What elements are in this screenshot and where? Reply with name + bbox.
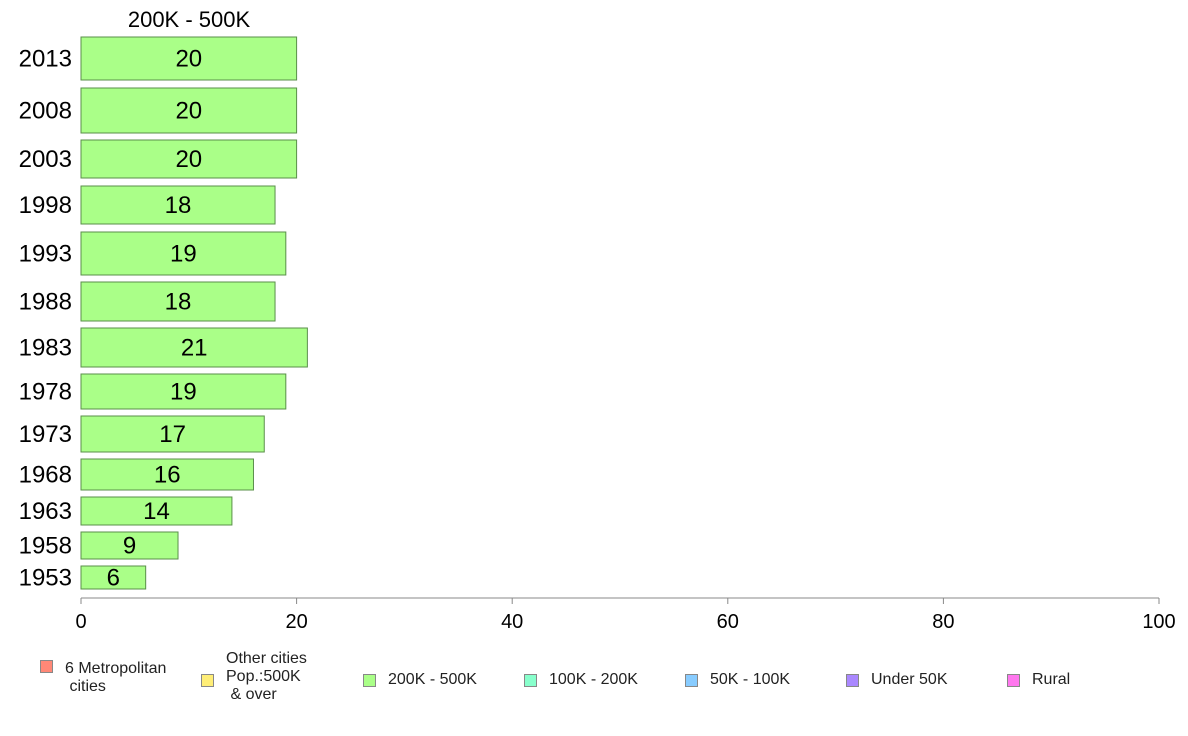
- legend-label: 100K - 200K: [549, 671, 638, 688]
- category-label: 1973: [19, 421, 72, 448]
- category-label: 1988: [19, 289, 72, 316]
- bars-group: 20 2013 20 2008 20 2003 18 1998 19 1993 18 1988 21 19…: [19, 36, 308, 592]
- category-label: 1958: [19, 533, 72, 560]
- bar-value-label: 20: [175, 98, 202, 125]
- legend-swatch: [1007, 674, 1020, 687]
- bar-value-label: 6: [107, 565, 120, 592]
- bar: [80, 36, 298, 81]
- legend-item-100k-200k: 100K - 200K: [524, 671, 638, 689]
- category-label: 2013: [19, 46, 72, 73]
- legend-swatch: [846, 674, 859, 687]
- bar-value-label: 21: [181, 335, 208, 362]
- category-label: 1978: [19, 379, 72, 406]
- legend-label: 50K - 100K: [710, 671, 791, 688]
- legend-swatch: [40, 660, 53, 673]
- category-label: 2003: [19, 146, 72, 173]
- x-axis: 0 20 40 60 80 100: [75, 597, 1176, 633]
- legend-label: 200K - 500K: [388, 671, 477, 688]
- x-tick-label: 0: [75, 611, 86, 633]
- legend-swatch: [363, 674, 376, 687]
- legend-swatch: [685, 674, 698, 687]
- category-label: 2008: [19, 98, 72, 125]
- bar-value-label: 9: [123, 533, 136, 560]
- bar-value-label: 14: [143, 498, 170, 525]
- category-label: 1968: [19, 462, 72, 489]
- bar: [80, 565, 147, 590]
- bar-value-label: 18: [165, 192, 192, 219]
- bar-value-label: 20: [175, 146, 202, 173]
- bar-value-label: 16: [154, 462, 181, 489]
- legend-item-200k-500k: 200K - 500K: [363, 671, 477, 689]
- category-label: 1983: [19, 335, 72, 362]
- legend-label: Other cities Pop.:500K & over: [226, 650, 307, 703]
- bar: [80, 185, 276, 225]
- x-tick-label: 20: [285, 611, 307, 633]
- bar-value-label: 19: [170, 379, 197, 406]
- x-tick-label: 60: [717, 611, 739, 633]
- bar: [80, 496, 233, 526]
- legend-swatch: [524, 674, 537, 687]
- bar: [80, 87, 298, 134]
- bar: [80, 373, 287, 410]
- category-label: 1998: [19, 192, 72, 219]
- x-tick-label: 100: [1142, 611, 1175, 633]
- bar: [80, 531, 179, 560]
- legend-label: Rural: [1032, 671, 1071, 688]
- legend-item-50k-100k: 50K - 100K: [685, 671, 790, 689]
- legend: 6 Metropolitan cities Other cities Pop.:…: [0, 648, 1188, 728]
- legend-item-other-cities: Other cities Pop.:500K & over: [201, 650, 307, 704]
- bar-value-label: 18: [165, 289, 192, 316]
- category-label: 1953: [19, 565, 72, 592]
- bar-chart: 200K - 500K 20 2013 20 2008 20 2003 18 1998 19 19…: [19, 7, 1176, 633]
- category-label: 1993: [19, 241, 72, 268]
- legend-swatch: [201, 674, 214, 687]
- legend-item-metropolitan: 6 Metropolitan cities: [40, 660, 166, 696]
- bar-value-label: 19: [170, 241, 197, 268]
- bar: [80, 231, 287, 276]
- bar: [80, 415, 265, 453]
- bar-value-label: 17: [159, 421, 186, 448]
- legend-item-rural: Rural: [1007, 671, 1070, 689]
- bar: [80, 139, 298, 179]
- x-tick-label: 40: [501, 611, 523, 633]
- legend-item-under-50k: Under 50K: [846, 671, 948, 689]
- bar: [80, 281, 276, 322]
- chart-title: 200K - 500K: [128, 7, 251, 32]
- bar-value-label: 20: [175, 46, 202, 73]
- legend-label: Under 50K: [871, 671, 948, 688]
- category-label: 1963: [19, 498, 72, 525]
- bar: [80, 458, 254, 491]
- x-tick-label: 80: [932, 611, 954, 633]
- bar: [80, 327, 308, 368]
- legend-label: 6 Metropolitan cities: [65, 660, 167, 695]
